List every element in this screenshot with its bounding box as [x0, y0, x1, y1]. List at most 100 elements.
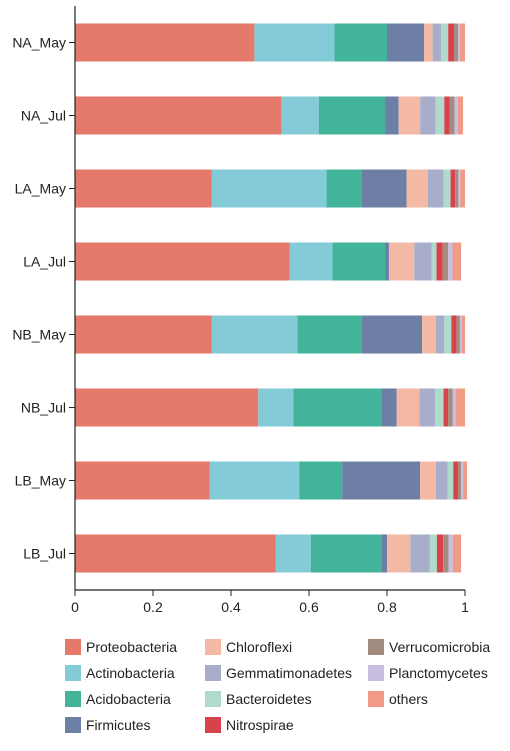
- bar-segment-NB_May-Actinobacteria: [211, 315, 298, 354]
- bar-segment-LA_May-Gemmatimonadetes: [427, 169, 444, 208]
- bar-segment-LA_May-Planctomycetes: [458, 169, 461, 208]
- bar-segment-LA_Jul-Bacteroidetes: [431, 242, 437, 281]
- bar-segment-NB_Jul-Firmicutes: [381, 388, 397, 427]
- legend-swatch: [205, 717, 221, 733]
- bar-segment-NB_May-Verrucomicrobia: [456, 315, 460, 354]
- bar-segment-NA_Jul-Firmicutes: [385, 96, 399, 135]
- bar-segment-LB_Jul-Planctomycetes: [448, 534, 453, 573]
- legend-label: Firmicutes: [86, 717, 151, 733]
- bar-segment-NB_May-Proteobacteria: [75, 315, 212, 354]
- bar-segment-NA_Jul-Chloroflexi: [398, 96, 421, 135]
- bar-segment-LA_May-others: [460, 169, 465, 208]
- axes-layer: NA_May NA_Jul LA_May LA_Jul NB_May NB_Jul LB_M…: [12, 6, 469, 615]
- bar-segment-LA_May-Verrucomicrobia: [455, 169, 459, 208]
- y-tick-label: LA_Jul: [23, 254, 66, 270]
- bar-segment-NA_Jul-Nitrospirae: [444, 96, 450, 135]
- bar-segment-LB_May-Planctomycetes: [461, 461, 464, 500]
- legend-swatch: [205, 691, 221, 707]
- bar-segment-NB_Jul-Proteobacteria: [75, 388, 259, 427]
- bar-segment-NB_Jul-Gemmatimonadetes: [419, 388, 435, 427]
- legend-swatch: [205, 665, 221, 681]
- y-tick-label: NB_Jul: [21, 400, 66, 416]
- x-tick-label: 0.4: [221, 599, 241, 615]
- bar-segment-NB_May-Gemmatimonadetes: [435, 315, 445, 354]
- bar-segment-NB_Jul-Verrucomicrobia: [448, 388, 453, 427]
- bar-segment-LB_Jul-Verrucomicrobia: [443, 534, 449, 573]
- legend: Proteobacteria Actinobacteria Acidobacteri…: [65, 639, 490, 733]
- bar-segment-NA_May-Nitrospirae: [448, 23, 455, 62]
- bar-segment-LA_Jul-Proteobacteria: [75, 242, 290, 281]
- bar-segment-NA_May-Chloroflexi: [424, 23, 433, 62]
- legend-label: Verrucomicrobia: [389, 639, 490, 655]
- bar-segment-LB_Jul-Bacteroidetes: [429, 534, 437, 573]
- legend-label: Gemmatimonadetes: [226, 665, 352, 681]
- bar-segment-NA_Jul-Gemmatimonadetes: [420, 96, 436, 135]
- legend-swatch: [368, 691, 384, 707]
- bar-segment-NA_May-Planctomycetes: [457, 23, 460, 62]
- bar-segment-NA_Jul-Bacteroidetes: [435, 96, 445, 135]
- bar-segment-NA_Jul-Actinobacteria: [281, 96, 319, 135]
- legend-swatch: [65, 717, 81, 733]
- bar-segment-LA_May-Nitrospirae: [450, 169, 456, 208]
- legend-label: Proteobacteria: [86, 639, 177, 655]
- x-tick-label: 0: [71, 599, 79, 615]
- bar-segment-NB_May-Firmicutes: [361, 315, 423, 354]
- bar-segment-LB_May-Acidobacteria: [299, 461, 343, 500]
- legend-label: Planctomycetes: [389, 665, 488, 681]
- bar-segment-NB_Jul-Chloroflexi: [396, 388, 420, 427]
- bar-segment-NA_May-Gemmatimonadetes: [432, 23, 442, 62]
- bar-segment-LA_May-Bacteroidetes: [443, 169, 451, 208]
- legend-label: Acidobacteria: [86, 691, 171, 707]
- bar-segment-LB_Jul-Firmicutes: [381, 534, 387, 573]
- bar-segment-NB_May-others: [461, 315, 465, 354]
- bar-segment-LB_May-Proteobacteria: [75, 461, 210, 500]
- legend-label: Chloroflexi: [226, 639, 292, 655]
- legend-swatch: [368, 665, 384, 681]
- bar-segment-LB_May-Gemmatimonadetes: [435, 461, 448, 500]
- bar-segment-LA_Jul-Firmicutes: [385, 242, 389, 281]
- bar-segment-LB_May-Verrucomicrobia: [457, 461, 462, 500]
- bar-segment-LB_Jul-Acidobacteria: [310, 534, 382, 573]
- bar-segment-LB_May-Chloroflexi: [420, 461, 436, 500]
- bar-segment-LA_Jul-Verrucomicrobia: [442, 242, 449, 281]
- bar-segment-LB_May-Bacteroidetes: [447, 461, 454, 500]
- bar-segment-NA_Jul-Proteobacteria: [75, 96, 282, 135]
- bar-segment-NB_Jul-Bacteroidetes: [434, 388, 444, 427]
- bar-segment-LA_May-Acidobacteria: [326, 169, 362, 208]
- y-tick-label: NA_May: [12, 35, 66, 51]
- bar-segment-LA_Jul-Planctomycetes: [448, 242, 453, 281]
- bar-segment-NB_Jul-Nitrospirae: [443, 388, 449, 427]
- bar-segment-LA_Jul-Gemmatimonadetes: [414, 242, 432, 281]
- bar-segment-NA_May-Proteobacteria: [75, 23, 255, 62]
- bar-segment-NA_Jul-Acidobacteria: [318, 96, 386, 135]
- bar-segment-NB_May-Acidobacteria: [297, 315, 362, 354]
- x-tick-label: 0.8: [377, 599, 397, 615]
- bar-segment-LB_Jul-Actinobacteria: [275, 534, 311, 573]
- legend-swatch: [65, 665, 81, 681]
- bar-segment-NA_Jul-Planctomycetes: [454, 96, 458, 135]
- bar-segment-NA_May-Actinobacteria: [254, 23, 335, 62]
- x-tick-label: 1: [461, 599, 469, 615]
- bar-segment-LB_Jul-Gemmatimonadetes: [410, 534, 430, 573]
- bar-segment-LA_May-Chloroflexi: [406, 169, 428, 208]
- bar-segment-LB_May-Actinobacteria: [209, 461, 300, 500]
- bar-segment-NA_May-Verrucomicrobia: [454, 23, 458, 62]
- bar-segment-LA_Jul-Chloroflexi: [388, 242, 415, 281]
- bar-segment-LB_May-others: [463, 461, 467, 500]
- bar-segment-LA_Jul-Acidobacteria: [332, 242, 386, 281]
- legend-swatch: [65, 639, 81, 655]
- bar-segment-LA_May-Actinobacteria: [211, 169, 327, 208]
- legend-label: Bacteroidetes: [226, 691, 312, 707]
- bar-segment-NB_May-Bacteroidetes: [444, 315, 452, 354]
- bar-segment-NA_May-Firmicutes: [387, 23, 425, 62]
- legend-swatch: [205, 639, 221, 655]
- y-tick-label: LB_Jul: [23, 546, 66, 562]
- bar-segment-NB_May-Chloroflexi: [422, 315, 436, 354]
- bar-segment-LA_May-Proteobacteria: [75, 169, 212, 208]
- x-tick-label: 0.6: [299, 599, 319, 615]
- legend-label: Nitrospirae: [226, 717, 294, 733]
- y-tick-label: LB_May: [15, 473, 66, 489]
- bar-segment-LB_May-Firmicutes: [342, 461, 421, 500]
- bar-segment-NA_Jul-Verrucomicrobia: [449, 96, 455, 135]
